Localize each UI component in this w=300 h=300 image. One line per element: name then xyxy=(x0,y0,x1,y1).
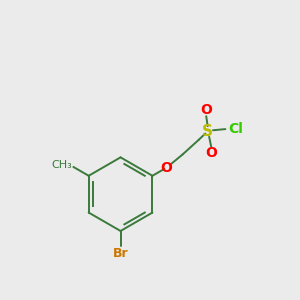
Text: Br: Br xyxy=(113,247,128,260)
Text: O: O xyxy=(205,146,217,160)
Text: S: S xyxy=(202,124,213,139)
Text: O: O xyxy=(160,161,172,175)
Text: CH₃: CH₃ xyxy=(51,160,72,170)
Text: Cl: Cl xyxy=(228,122,243,136)
Text: O: O xyxy=(200,103,212,117)
